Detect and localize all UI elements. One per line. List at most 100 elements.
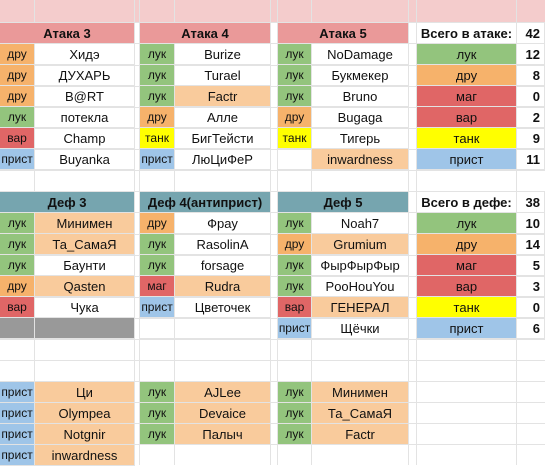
role-cell[interactable]: лук: [278, 65, 312, 86]
role-cell[interactable]: лук: [0, 234, 35, 255]
role-cell[interactable]: лук: [278, 44, 312, 65]
role-cell[interactable]: прист: [0, 424, 35, 445]
summary-role-cell[interactable]: прист: [417, 149, 517, 170]
summary-count-cell[interactable]: 11: [517, 149, 545, 170]
summary-count-cell[interactable]: 0: [517, 86, 545, 107]
role-cell[interactable]: дру: [140, 213, 175, 234]
role-cell[interactable]: вар: [278, 297, 312, 318]
player-name-cell[interactable]: B@RT: [35, 86, 135, 107]
role-cell[interactable]: дру: [278, 107, 312, 128]
summary-count-cell[interactable]: 10: [517, 213, 545, 234]
player-name-cell[interactable]: [175, 318, 271, 339]
player-name-cell[interactable]: NoDamage: [312, 44, 409, 65]
role-cell[interactable]: прист: [0, 382, 35, 403]
summary-role-cell[interactable]: прист: [417, 318, 517, 339]
role-cell[interactable]: дру: [0, 44, 35, 65]
role-cell[interactable]: лук: [140, 382, 175, 403]
def-total-label[interactable]: Всего в дефе:: [417, 192, 517, 213]
role-cell[interactable]: лук: [0, 255, 35, 276]
group-header[interactable]: Деф 4(антиприст): [140, 192, 271, 213]
role-cell[interactable]: вар: [0, 128, 35, 149]
summary-role-cell[interactable]: танк: [417, 128, 517, 149]
role-cell[interactable]: вар: [0, 297, 35, 318]
role-cell[interactable]: лук: [0, 213, 35, 234]
summary-role-cell[interactable]: дру: [417, 234, 517, 255]
summary-role-cell[interactable]: вар: [417, 276, 517, 297]
summary-role-cell[interactable]: вар: [417, 107, 517, 128]
player-name-cell[interactable]: потекла: [35, 107, 135, 128]
role-cell[interactable]: прист: [140, 149, 175, 170]
player-name-cell[interactable]: Баунти: [35, 255, 135, 276]
summary-count-cell[interactable]: 14: [517, 234, 545, 255]
group-header[interactable]: Атака 5: [278, 23, 409, 44]
role-cell[interactable]: дру: [140, 107, 175, 128]
role-cell[interactable]: лук: [278, 276, 312, 297]
role-cell[interactable]: танк: [278, 128, 312, 149]
player-name-cell[interactable]: Notgnir: [35, 424, 135, 445]
player-name-cell[interactable]: ЛюЦиФеР: [175, 149, 271, 170]
player-name-cell[interactable]: PooHouYou: [312, 276, 409, 297]
player-name-cell[interactable]: Olympea: [35, 403, 135, 424]
player-name-cell[interactable]: Bruno: [312, 86, 409, 107]
player-name-cell[interactable]: Щёчки: [312, 318, 409, 339]
role-cell[interactable]: лук: [140, 403, 175, 424]
group-header[interactable]: Деф 3: [0, 192, 135, 213]
player-name-cell[interactable]: Buyanka: [35, 149, 135, 170]
role-cell[interactable]: прист: [0, 445, 35, 466]
player-name-cell[interactable]: ФырФырФыр: [312, 255, 409, 276]
player-name-cell[interactable]: AJLee: [175, 382, 271, 403]
player-name-cell[interactable]: Фрау: [175, 213, 271, 234]
player-name-cell[interactable]: Noah7: [312, 213, 409, 234]
role-cell[interactable]: прист: [278, 318, 312, 339]
player-name-cell[interactable]: Та_СамаЯ: [35, 234, 135, 255]
role-cell[interactable]: [140, 318, 175, 339]
role-cell[interactable]: лук: [140, 65, 175, 86]
player-name-cell[interactable]: ГЕНЕРАЛ: [312, 297, 409, 318]
role-cell[interactable]: дру: [0, 86, 35, 107]
role-cell[interactable]: дру: [278, 234, 312, 255]
summary-role-cell[interactable]: дру: [417, 65, 517, 86]
role-cell[interactable]: лук: [140, 86, 175, 107]
player-name-cell[interactable]: RasolinA: [175, 234, 271, 255]
player-name-cell[interactable]: Алле: [175, 107, 271, 128]
player-name-cell[interactable]: Bugaga: [312, 107, 409, 128]
role-cell[interactable]: лук: [140, 255, 175, 276]
role-cell[interactable]: лук: [140, 234, 175, 255]
attack-total-label[interactable]: Всего в атаке:: [417, 23, 517, 44]
group-header[interactable]: Деф 5: [278, 192, 409, 213]
player-name-cell[interactable]: ДУХАРЬ: [35, 65, 135, 86]
player-name-cell[interactable]: Turael: [175, 65, 271, 86]
role-cell[interactable]: лук: [278, 403, 312, 424]
role-cell[interactable]: лук: [278, 213, 312, 234]
player-name-cell[interactable]: Qasten: [35, 276, 135, 297]
player-name-cell[interactable]: forsage: [175, 255, 271, 276]
role-cell[interactable]: прист: [0, 149, 35, 170]
summary-count-cell[interactable]: 0: [517, 297, 545, 318]
player-name-cell[interactable]: БигТейсти: [175, 128, 271, 149]
summary-count-cell[interactable]: 9: [517, 128, 545, 149]
summary-count-cell[interactable]: 12: [517, 44, 545, 65]
role-cell[interactable]: лук: [278, 424, 312, 445]
player-name-cell[interactable]: Букмекер: [312, 65, 409, 86]
player-name-cell[interactable]: inwardness: [312, 149, 409, 170]
summary-role-cell[interactable]: танк: [417, 297, 517, 318]
player-name-cell[interactable]: Хидэ: [35, 44, 135, 65]
player-name-cell[interactable]: Чука: [35, 297, 135, 318]
summary-count-cell[interactable]: 6: [517, 318, 545, 339]
player-name-cell[interactable]: Grumium: [312, 234, 409, 255]
role-cell[interactable]: прист: [0, 403, 35, 424]
summary-count-cell[interactable]: 8: [517, 65, 545, 86]
role-cell[interactable]: дру: [0, 65, 35, 86]
role-cell[interactable]: лук: [140, 44, 175, 65]
player-name-cell[interactable]: Devaice: [175, 403, 271, 424]
summary-role-cell[interactable]: маг: [417, 86, 517, 107]
player-name-cell[interactable]: Палыч: [175, 424, 271, 445]
player-name-cell[interactable]: Минимен: [312, 382, 409, 403]
def-total-count[interactable]: 38: [517, 192, 545, 213]
player-name-cell[interactable]: [35, 318, 135, 339]
group-header[interactable]: Атака 3: [0, 23, 135, 44]
summary-role-cell[interactable]: маг: [417, 255, 517, 276]
player-name-cell[interactable]: Factr: [175, 86, 271, 107]
summary-role-cell[interactable]: лук: [417, 213, 517, 234]
role-cell[interactable]: [278, 149, 312, 170]
